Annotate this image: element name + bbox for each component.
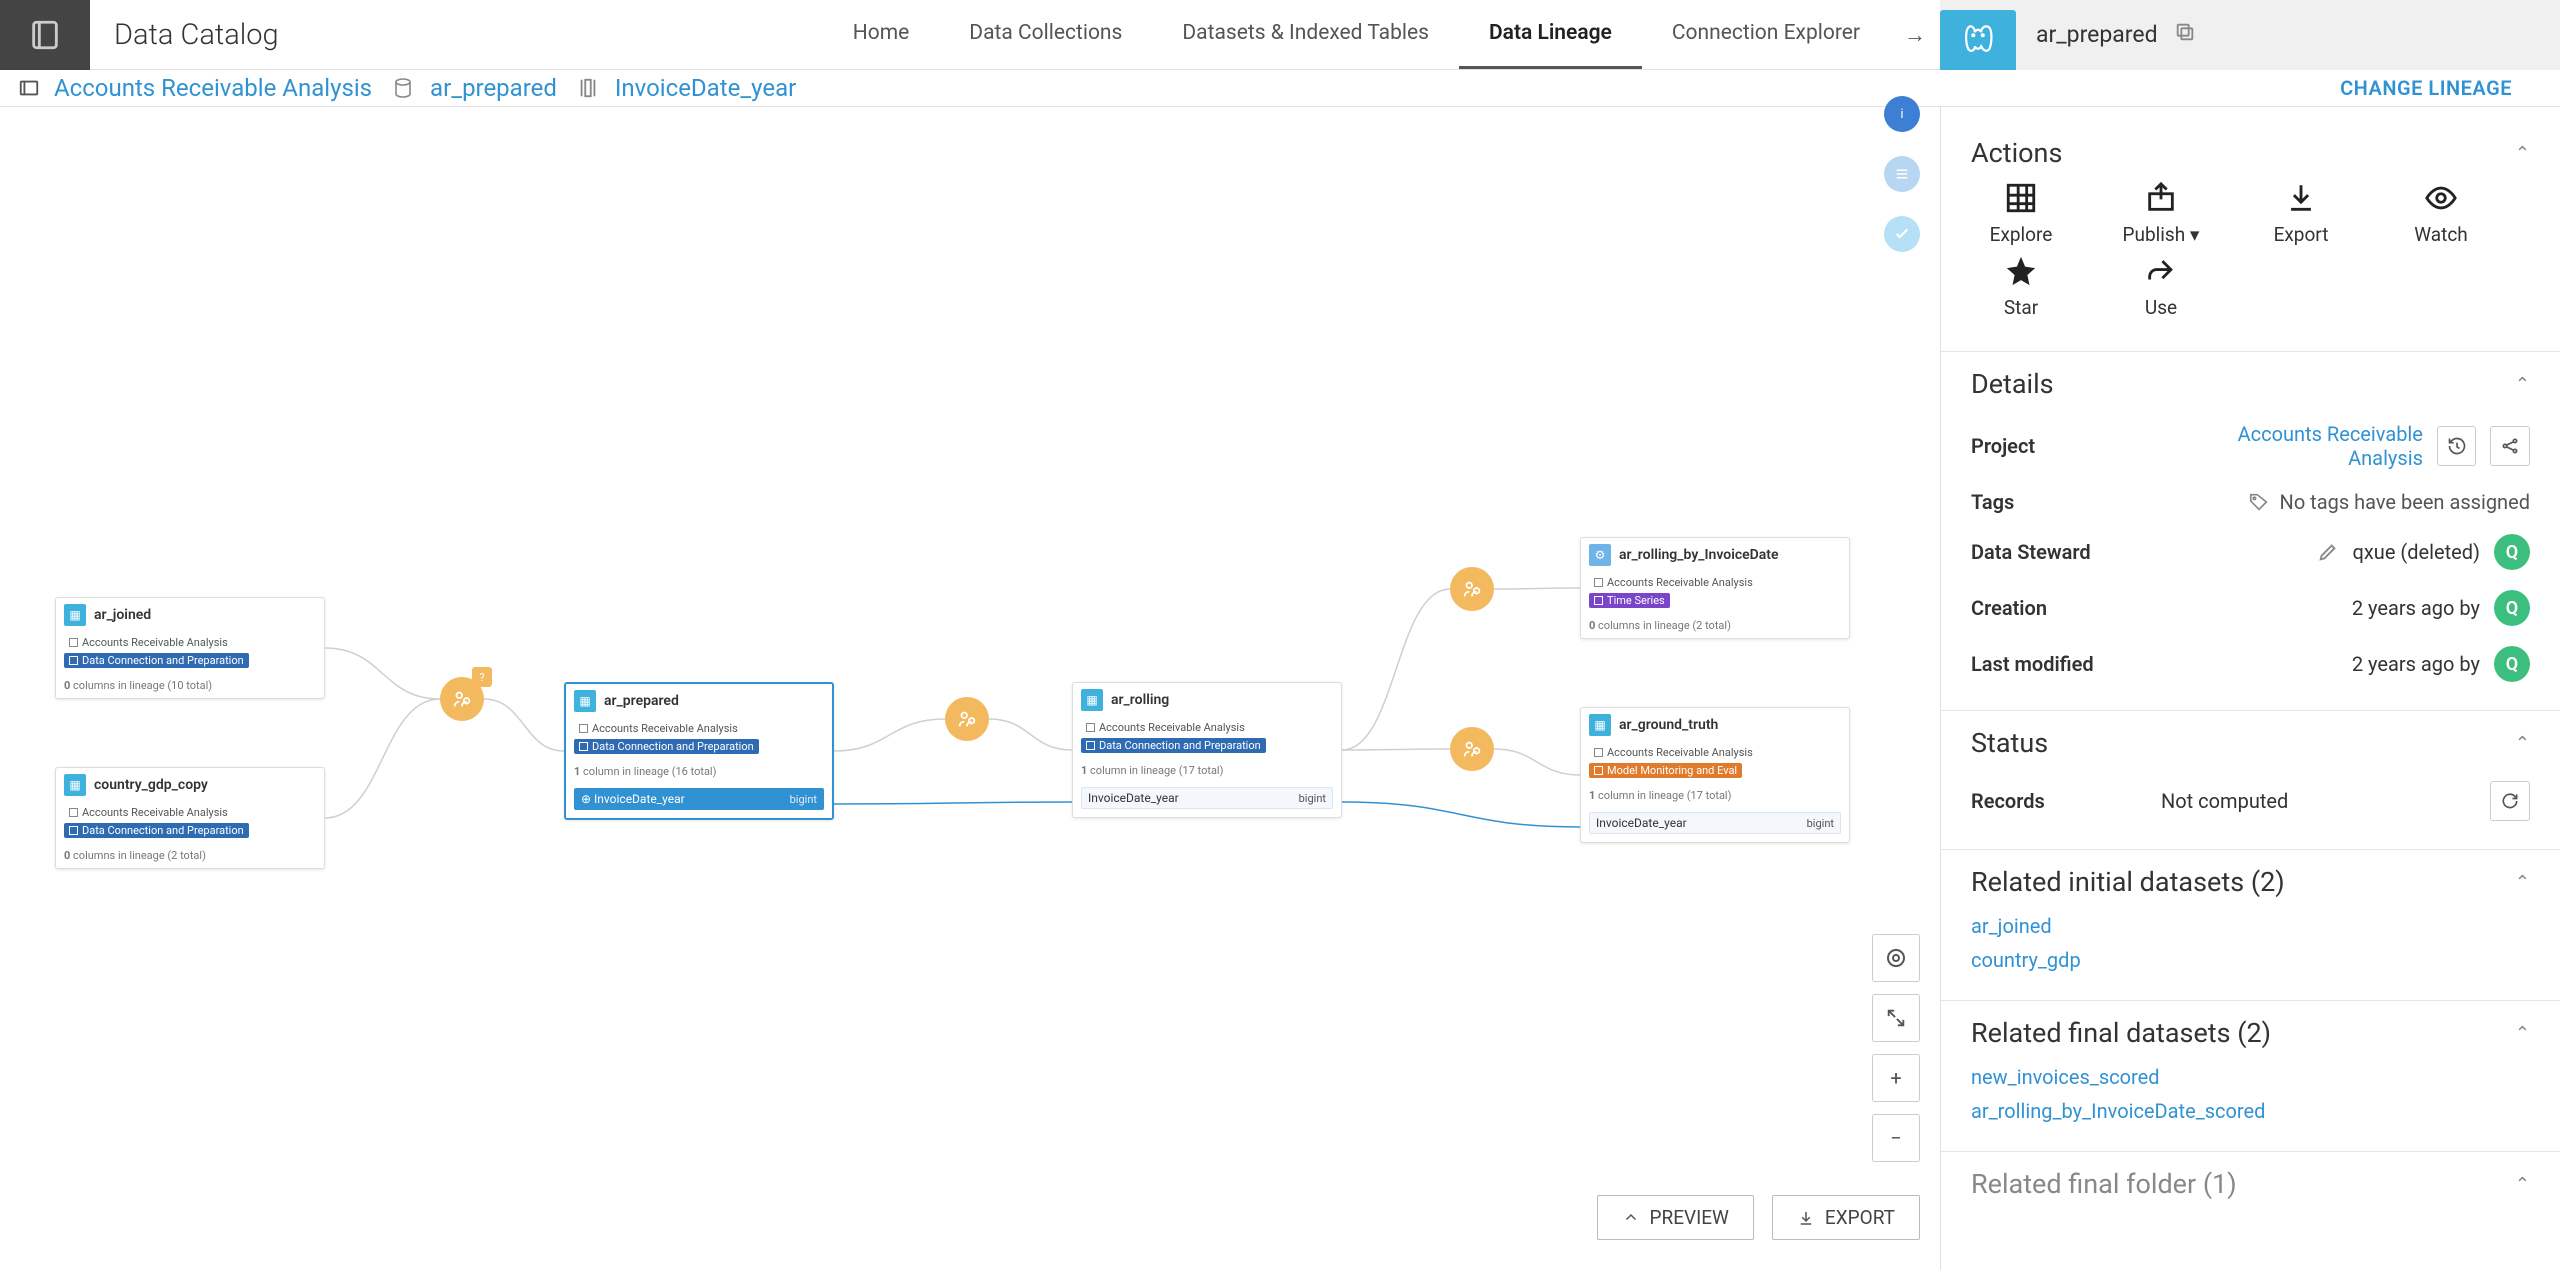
nav-tab-datasets-indexed-tables[interactable]: Datasets & Indexed Tables	[1152, 0, 1459, 69]
breadcrumb-bar: Accounts Receivable Analysis ar_prepared…	[0, 70, 2560, 107]
project-link[interactable]: Accounts Receivable Analysis	[2161, 422, 2423, 470]
avatar: Q	[2494, 590, 2530, 626]
app-logo[interactable]	[0, 0, 90, 70]
chevron-up-icon[interactable]: ⌃	[2515, 872, 2530, 893]
section-status: Status ⌃ Records Not computed	[1971, 715, 2530, 831]
creation-value: 2 years ago by	[2352, 596, 2480, 620]
link-ar_rolling_by_InvoiceDate_scored[interactable]: ar_rolling_by_InvoiceDate_scored	[1971, 1099, 2530, 1123]
chevron-up-icon[interactable]: ⌃	[2515, 733, 2530, 754]
steward-label: Data Steward	[1971, 540, 2161, 564]
crumb-project[interactable]: Accounts Receivable Analysis	[54, 74, 372, 102]
section-final-datasets: Related final datasets (2) ⌃ new_invoices…	[1971, 1005, 2530, 1133]
share-icon[interactable]	[2490, 426, 2530, 466]
app-title: Data Catalog	[114, 18, 279, 52]
column-row[interactable]: InvoiceDate_yearbigint	[1589, 812, 1841, 834]
action-star[interactable]: Star	[1971, 254, 2071, 319]
node-country_gdp_copy[interactable]: ▦country_gdp_copyAccounts Receivable Ana…	[55, 767, 325, 869]
avatar: Q	[2494, 534, 2530, 570]
action-publish[interactable]: Publish ▾	[2111, 181, 2211, 246]
modified-label: Last modified	[1971, 652, 2161, 676]
details-sidebar: Actions ⌃ Explore Publish ▾ Export Watch Star…	[1940, 107, 2560, 1270]
node-ar_rolling[interactable]: ▦ar_rollingAccounts Receivable AnalysisD…	[1072, 682, 1342, 818]
preview-button[interactable]: PREVIEW	[1597, 1195, 1754, 1240]
column-row[interactable]: ⊕ InvoiceDate_yearbigint	[574, 788, 824, 810]
records-value: Not computed	[2161, 789, 2288, 813]
node-ar_prepared[interactable]: ▦ar_preparedAccounts Receivable Analysis…	[564, 682, 834, 820]
avatar: Q	[2494, 646, 2530, 682]
action-use[interactable]: Use	[2111, 254, 2211, 319]
chevron-up-icon[interactable]: ⌃	[2515, 1023, 2530, 1044]
chevron-up-icon[interactable]: ⌃	[2515, 1174, 2530, 1195]
nav-tab-connection-explorer[interactable]: Connection Explorer	[1642, 0, 1890, 69]
op-op4[interactable]	[1450, 727, 1494, 771]
export-label: EXPORT	[1825, 1206, 1895, 1229]
section-actions: Actions ⌃ Explore Publish ▾ Export Watch Star…	[1971, 125, 2530, 333]
node-ar_ground_truth[interactable]: ▦ar_ground_truthAccounts Receivable Anal…	[1580, 707, 1850, 843]
dataset-icon	[390, 75, 416, 101]
lineage-canvas[interactable]: ▦ar_joinedAccounts Receivable AnalysisDa…	[0, 107, 1940, 1270]
top-nav: Data Catalog HomeData CollectionsDataset…	[0, 0, 2560, 70]
creation-label: Creation	[1971, 596, 2161, 620]
steward-value: qxue (deleted)	[2353, 540, 2480, 564]
change-lineage-button[interactable]: CHANGE LINEAGE	[2340, 76, 2512, 100]
section-final-folder: Related final folder (1) ⌃	[1971, 1156, 2530, 1212]
action-export[interactable]: Export	[2251, 181, 2351, 246]
nav-tab-data-collections[interactable]: Data Collections	[939, 0, 1152, 69]
op-op3[interactable]	[1450, 567, 1494, 611]
node-ar_rolling_by_InvoiceDate[interactable]: ⚙ar_rolling_by_InvoiceDateAccounts Recei…	[1580, 537, 1850, 639]
postgres-icon[interactable]	[1940, 10, 2016, 70]
link-country_gdp[interactable]: country_gdp	[1971, 948, 2530, 972]
details-title: Details	[1971, 368, 2054, 400]
project-icon	[18, 77, 40, 99]
zoom-in-icon[interactable]: +	[1872, 1054, 1920, 1102]
column-icon	[575, 75, 601, 101]
export-button[interactable]: EXPORT	[1772, 1195, 1920, 1240]
tags-empty-text: No tags have been assigned	[2280, 490, 2530, 514]
tag-icon	[2248, 491, 2270, 513]
link-ar_joined[interactable]: ar_joined	[1971, 914, 2530, 938]
modified-value: 2 years ago by	[2352, 652, 2480, 676]
action-watch[interactable]: Watch	[2391, 181, 2491, 246]
topright-dataset-name: ar_prepared	[2036, 21, 2158, 48]
nav-tabs: HomeData CollectionsDatasets & Indexed T…	[823, 0, 1890, 69]
section-initial-datasets: Related initial datasets (2) ⌃ ar_joinedc…	[1971, 854, 2530, 982]
op-op1[interactable]: ?	[440, 677, 484, 721]
canvas-tools: + −	[1872, 934, 1920, 1162]
crumb-dataset[interactable]: ar_prepared	[430, 74, 557, 102]
node-ar_joined[interactable]: ▦ar_joinedAccounts Receivable AnalysisDa…	[55, 597, 325, 699]
preview-label: PREVIEW	[1650, 1206, 1729, 1229]
op-op2[interactable]	[945, 697, 989, 741]
actions-title: Actions	[1971, 137, 2062, 169]
copy-icon[interactable]	[2174, 21, 2196, 48]
history-icon[interactable]	[2437, 426, 2477, 466]
nav-arrow-right-icon[interactable]: →	[1890, 22, 1940, 48]
nav-tab-home[interactable]: Home	[823, 0, 940, 69]
refresh-icon[interactable]	[2490, 781, 2530, 821]
final-folder-title: Related final folder (1)	[1971, 1168, 2237, 1200]
edit-icon[interactable]	[2317, 541, 2339, 563]
initial-title: Related initial datasets (2)	[1971, 866, 2285, 898]
fullscreen-icon[interactable]	[1872, 994, 1920, 1042]
link-new_invoices_scored[interactable]: new_invoices_scored	[1971, 1065, 2530, 1089]
records-label: Records	[1971, 789, 2161, 813]
topright-bar: ar_prepared	[1940, 0, 2560, 70]
zoom-out-icon[interactable]: −	[1872, 1114, 1920, 1162]
recenter-icon[interactable]	[1872, 934, 1920, 982]
action-explore[interactable]: Explore	[1971, 181, 2071, 246]
column-row[interactable]: InvoiceDate_yearbigint	[1081, 787, 1333, 809]
chevron-up-icon[interactable]: ⌃	[2515, 143, 2530, 164]
tags-label: Tags	[1971, 490, 2161, 514]
crumb-column[interactable]: InvoiceDate_year	[615, 74, 796, 102]
final-title: Related final datasets (2)	[1971, 1017, 2271, 1049]
project-label: Project	[1971, 434, 2161, 458]
canvas-bottom-actions: PREVIEW EXPORT	[1597, 1195, 1921, 1240]
chevron-up-icon[interactable]: ⌃	[2515, 374, 2530, 395]
section-details: Details ⌃ Project Accounts Receivable Ana…	[1971, 356, 2530, 692]
nav-tab-data-lineage[interactable]: Data Lineage	[1459, 0, 1642, 69]
status-title: Status	[1971, 727, 2048, 759]
